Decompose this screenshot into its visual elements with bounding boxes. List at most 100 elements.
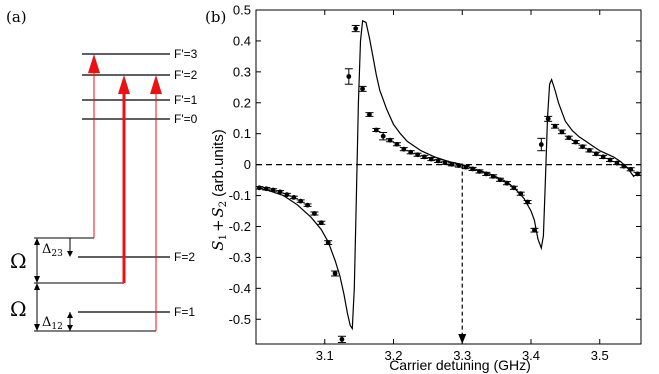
data-point (496, 177, 505, 183)
y-tick-label: 0.3 (233, 64, 251, 79)
y-tick-label: 0 (244, 157, 251, 172)
x-axis-label: Carrier detuning (GHz) (389, 357, 531, 373)
panel-a-label: (a) (6, 8, 27, 26)
data-point (365, 112, 374, 117)
data-marker (257, 185, 262, 191)
data-marker (490, 173, 496, 179)
level-diagram: F'=3 F'=2 F'=1 F'=0 F=2 F=1 Ω Ω Δ23 (10, 47, 198, 332)
y-tick-label: 0.4 (233, 33, 251, 48)
data-point (289, 195, 298, 200)
data-marker (339, 336, 345, 342)
data-point (399, 146, 408, 152)
level-f0-prime-label: F'=0 (174, 112, 198, 126)
data-point (379, 131, 388, 141)
data-point (434, 158, 443, 164)
x-tick-label: 3.5 (591, 348, 609, 363)
data-marker (600, 154, 606, 160)
y-axis-label: S1+S2(arb.units) (209, 129, 229, 250)
level-f2-label: F=2 (174, 250, 195, 264)
data-marker (532, 227, 537, 233)
data-marker (415, 152, 420, 158)
data-point (331, 270, 340, 277)
data-point (475, 169, 484, 174)
transition-arrow-3 (150, 75, 162, 94)
data-point (461, 164, 470, 170)
level-f3-prime-label: F'=3 (174, 47, 198, 61)
data-marker (435, 158, 441, 164)
data-point (599, 154, 608, 160)
data-point (392, 141, 401, 147)
data-marker (394, 141, 400, 147)
data-point (482, 171, 491, 177)
data-marker (614, 160, 620, 166)
y-tick-label: 0.1 (233, 126, 251, 141)
data-point (619, 163, 628, 169)
chart: 3.1 3.2 3.3 3.4 3.5 -0.5 -0.4 -0.3 -0.2 -0.1 0 0.1 0… (209, 3, 642, 373)
data-marker (593, 151, 599, 157)
data-marker (305, 202, 310, 208)
data-points-group (255, 24, 642, 343)
data-marker (373, 127, 379, 133)
data-marker (284, 192, 290, 198)
data-marker (566, 135, 572, 141)
data-point (386, 137, 395, 143)
data-point (606, 157, 615, 163)
data-marker (360, 86, 365, 92)
omega-upper-arrow-head-top (34, 238, 40, 245)
data-marker (346, 74, 352, 79)
data-point (413, 152, 422, 158)
data-point (509, 185, 518, 191)
data-marker (298, 198, 304, 204)
x-tick-label: 3.1 (316, 348, 334, 363)
data-point (468, 166, 477, 172)
data-point (406, 149, 415, 155)
data-point (427, 156, 436, 162)
x-tick-label: 3.4 (522, 348, 540, 363)
data-marker (353, 26, 359, 31)
data-point (502, 180, 511, 186)
data-point (447, 161, 456, 167)
data-marker (545, 116, 551, 122)
data-marker (270, 187, 276, 193)
data-marker (477, 169, 482, 174)
data-marker (504, 180, 510, 186)
data-point (530, 227, 539, 233)
delta-23-arrow-head (67, 251, 73, 257)
data-point (612, 160, 621, 166)
data-marker (367, 112, 372, 117)
level-f1-prime-label: F'=1 (174, 93, 198, 107)
data-point (578, 144, 587, 150)
data-marker (483, 171, 489, 177)
data-point (324, 240, 333, 245)
omega-lower-arrow-head-bottom (34, 324, 40, 331)
data-point (420, 154, 429, 160)
omega-lower-label: Ω (10, 297, 27, 321)
data-point (262, 186, 271, 192)
delta-23-label: Δ23 (42, 242, 63, 259)
data-point (557, 129, 566, 135)
data-point (310, 211, 319, 216)
omega-lower-arrow-head-top (34, 283, 40, 290)
delta-12-arrow-head-bottom (67, 325, 73, 331)
data-point (523, 199, 532, 205)
data-point (372, 127, 381, 133)
data-point (633, 171, 642, 177)
data-point (351, 24, 360, 33)
data-point (276, 189, 285, 195)
data-marker (312, 211, 317, 216)
data-marker (511, 185, 517, 191)
data-marker (277, 189, 283, 195)
data-marker (456, 163, 462, 168)
data-point (489, 173, 498, 179)
x-tick-label: 3.3 (453, 348, 471, 363)
data-point (516, 191, 525, 197)
data-marker (552, 123, 558, 129)
y-tick-label: 0.5 (233, 3, 251, 18)
data-point (296, 198, 305, 204)
plot-frame (255, 9, 642, 345)
data-point (269, 187, 278, 193)
data-point (592, 151, 601, 157)
data-point (537, 137, 546, 152)
delta-12-label: Δ12 (42, 315, 63, 332)
data-point (564, 135, 573, 141)
